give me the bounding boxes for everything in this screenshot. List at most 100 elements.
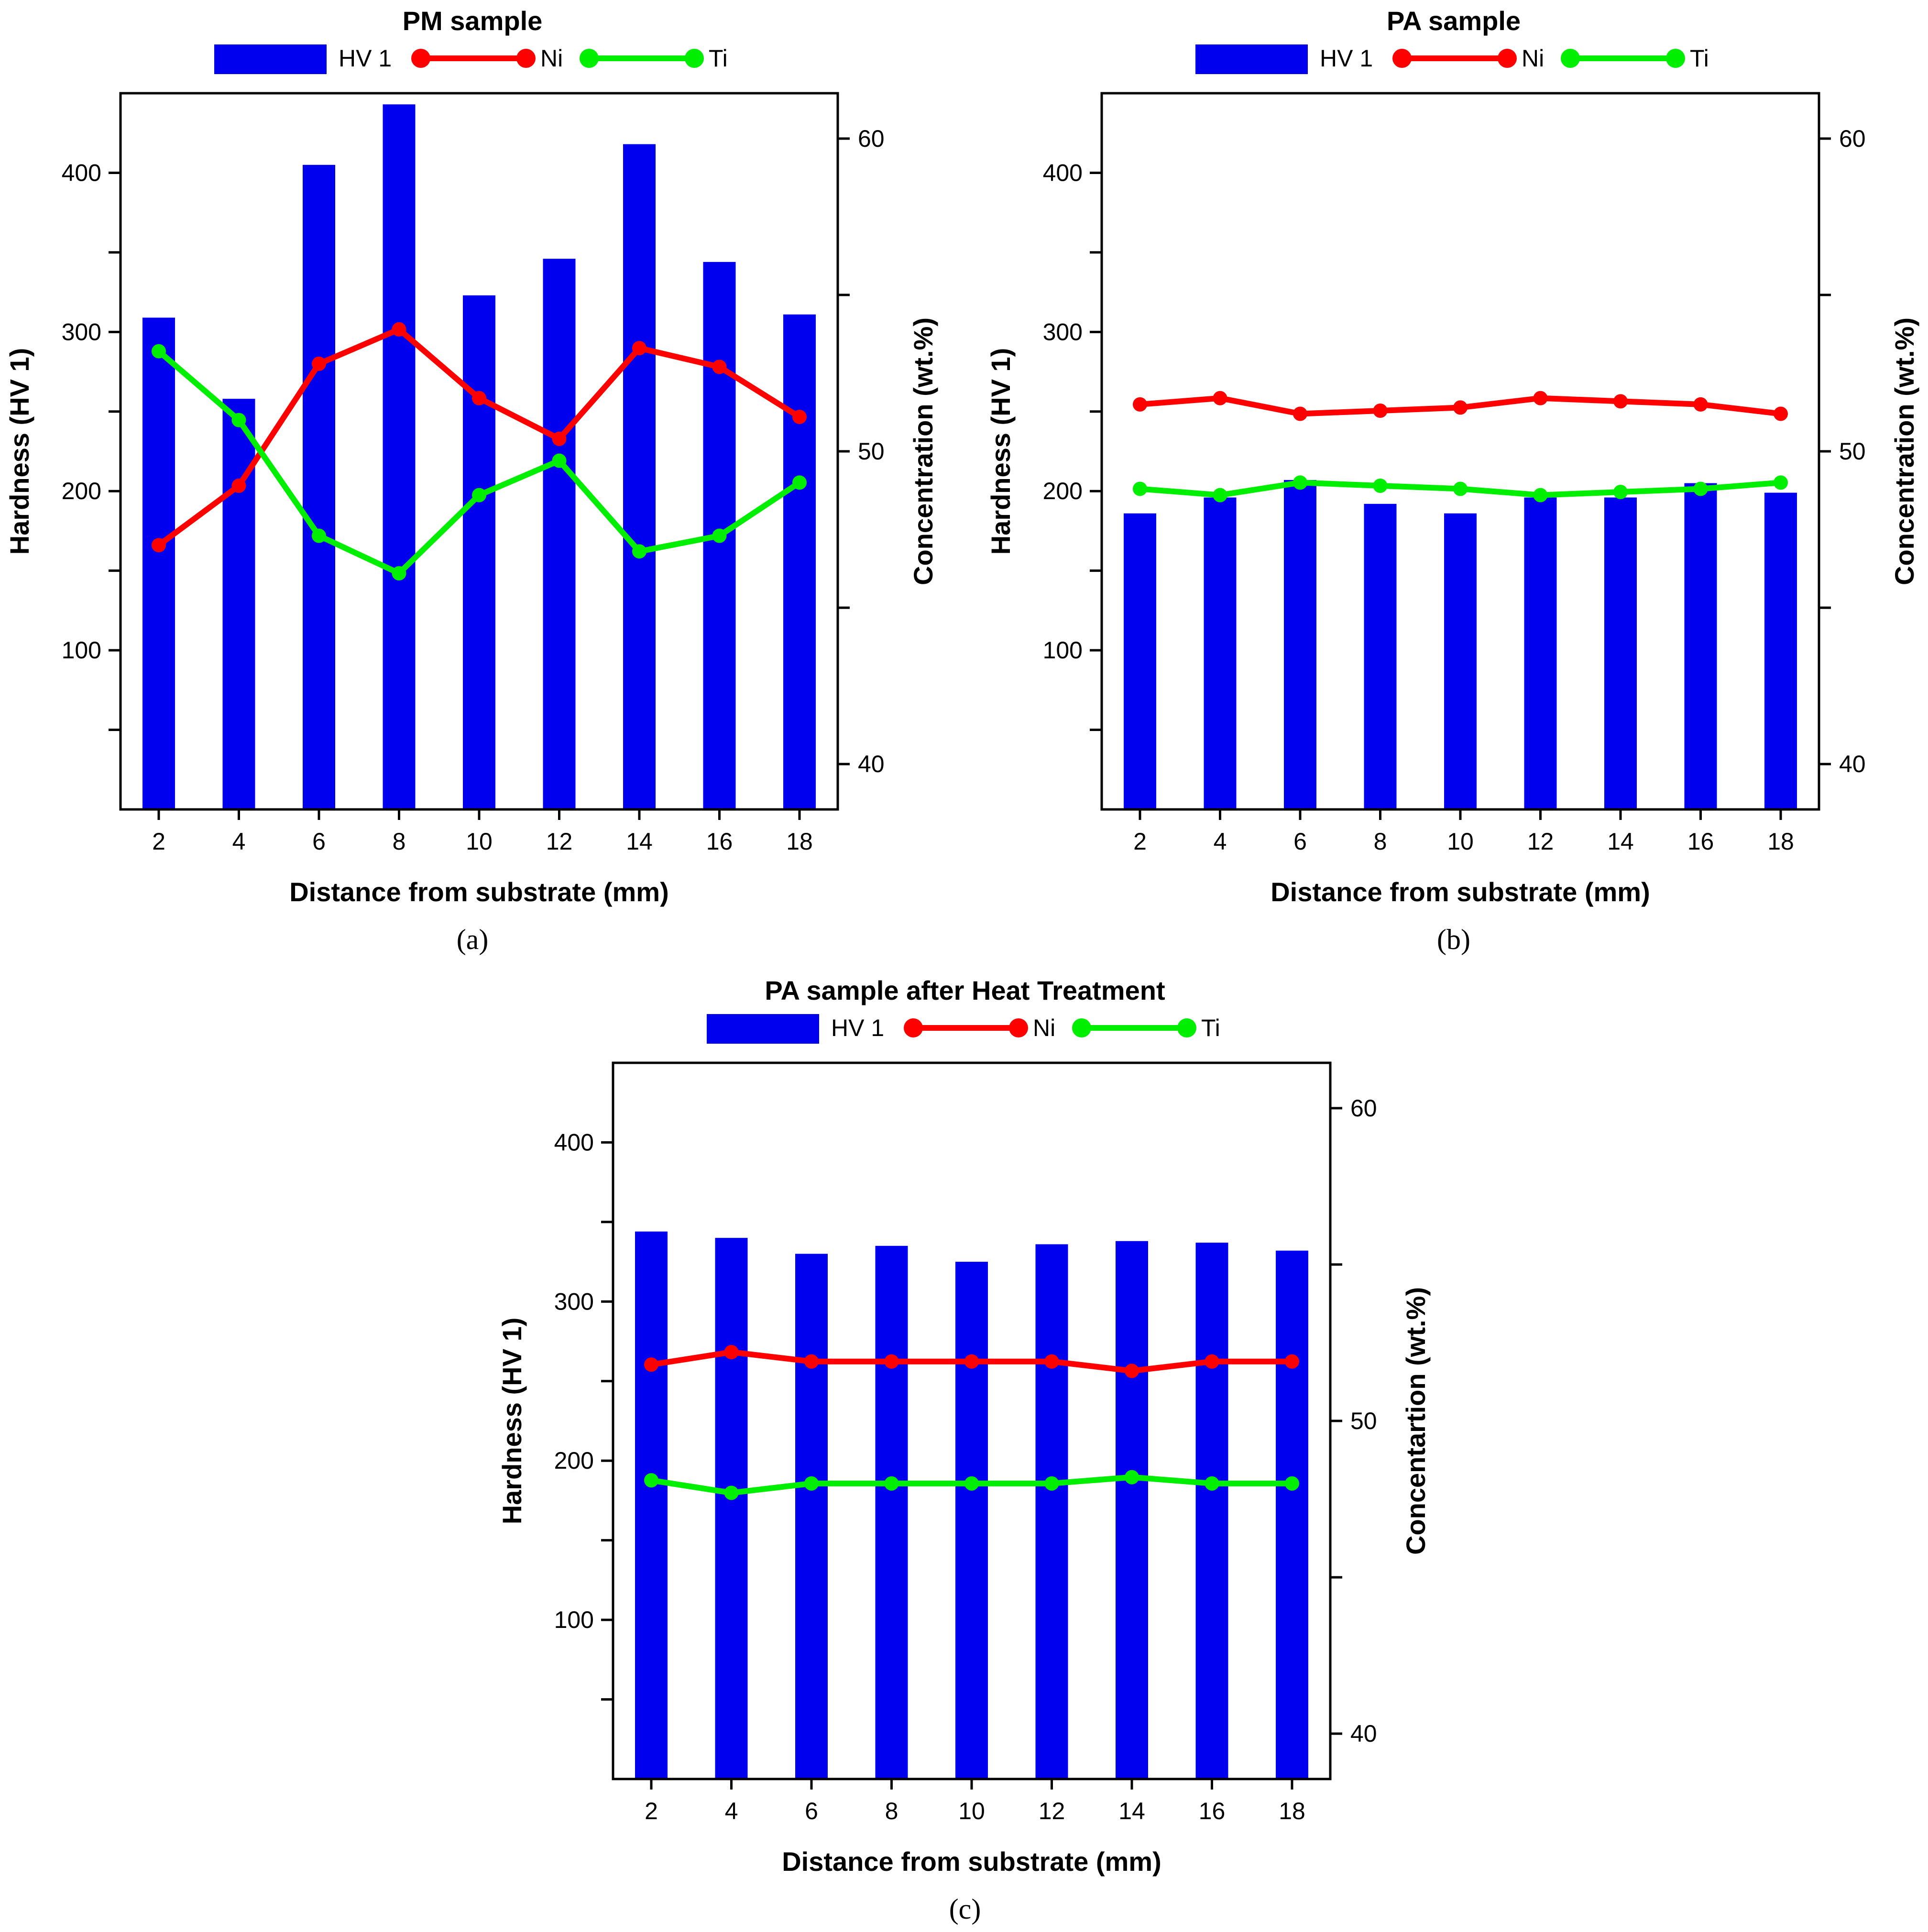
x-tick-label: 2	[645, 1798, 658, 1824]
x-tick-label: 2	[152, 828, 165, 855]
point-ti-6	[804, 1476, 819, 1491]
bar-hv-14	[1604, 497, 1637, 809]
x-tick-label: 6	[805, 1798, 818, 1824]
legend: HV 1 Ni Ti	[707, 1014, 1220, 1044]
bar-hv-14	[623, 144, 656, 810]
y-tick-label: 200	[62, 478, 101, 504]
bar-hv-4	[1204, 497, 1237, 809]
y-tick-label: 300	[1043, 318, 1083, 345]
point-ni-18	[1285, 1354, 1299, 1369]
x-tick-label: 10	[958, 1798, 985, 1824]
y2-axis-title: Concentartion (wt.%)	[1401, 1287, 1431, 1555]
bar-hv-10	[463, 295, 495, 810]
legend-marker-ni-start	[411, 49, 430, 68]
legend-marker-ni-start	[1392, 49, 1412, 68]
point-ni-8	[1373, 403, 1388, 418]
x-tick-label: 8	[885, 1798, 898, 1824]
axes: 2 4 6 8 10 12 14 16 18 100 200 300 400 40 50 60	[554, 1095, 1377, 1824]
point-ni-16	[712, 360, 727, 374]
legend-label-ti: Ti	[709, 45, 728, 72]
legend-label-hv: HV 1	[339, 45, 392, 72]
legend-label-hv: HV 1	[1320, 45, 1373, 72]
point-ti-8	[1373, 478, 1388, 493]
bar-hv-16	[1195, 1243, 1228, 1779]
point-ti-18	[792, 475, 807, 490]
point-ni-2	[152, 538, 166, 553]
x-axis-title: Distance from substrate (mm)	[1271, 877, 1650, 907]
legend-swatch-hv	[1195, 44, 1308, 74]
point-ti-12	[1533, 488, 1548, 502]
legend-swatch-hv	[214, 44, 327, 74]
legend-marker-ti-start	[1072, 1018, 1091, 1037]
chart-panel-a: PM sample HV 1 Ni Ti Distance from subst…	[4, 6, 938, 955]
legend-marker-ni-start	[904, 1018, 923, 1037]
bar-hv-14	[1116, 1241, 1148, 1779]
y2-axis-title: Concentration (wt.%)	[908, 317, 938, 585]
bar-hv-18	[1764, 492, 1797, 809]
bar-hv-12	[543, 259, 576, 809]
point-ti-10	[964, 1476, 979, 1491]
chart-title: PM sample	[403, 6, 543, 36]
bar-hv-8	[875, 1245, 908, 1779]
chart-panel-b: PA sample HV 1 Ni Ti Distance from subst…	[986, 6, 1919, 955]
bar-hv-4	[222, 399, 255, 809]
y-tick-label: 200	[554, 1447, 594, 1474]
legend-label-ti: Ti	[1690, 45, 1709, 72]
x-tick-label: 18	[1767, 828, 1794, 855]
panel-caption: (c)	[949, 1893, 981, 1925]
chart-panel-c: PA sample after Heat Treatment HV 1 Ni T…	[497, 975, 1431, 1925]
point-ti-14	[1125, 1470, 1139, 1484]
bar-hv-8	[1364, 503, 1397, 809]
x-tick-label: 14	[1607, 828, 1634, 855]
point-ni-18	[1774, 406, 1788, 421]
y-tick-label: 300	[554, 1288, 594, 1315]
axes: 2 4 6 8 10 12 14 16 18 100 200 300 400 40 50 60	[62, 125, 885, 855]
x-tick-label: 18	[1279, 1798, 1305, 1824]
y2-tick-label: 50	[858, 438, 885, 465]
chart-title: PA sample	[1387, 6, 1521, 36]
x-tick-label: 6	[1293, 828, 1307, 855]
bar-hv-8	[383, 104, 416, 809]
plot-area	[635, 1231, 1308, 1779]
bar-hv-2	[1124, 513, 1156, 809]
bar-hv-2	[635, 1231, 668, 1779]
bar-hv-6	[303, 164, 335, 809]
point-ti-8	[884, 1476, 899, 1491]
bar-hv-18	[783, 314, 816, 809]
point-ni-12	[1044, 1354, 1059, 1369]
point-ni-14	[1613, 394, 1628, 409]
legend-marker-ti-end	[685, 49, 704, 68]
point-ti-6	[312, 528, 326, 543]
y2-axis-title: Concentration (wt.%)	[1889, 317, 1919, 585]
y2-tick-label: 50	[1839, 438, 1866, 465]
y2-tick-label: 40	[858, 751, 885, 777]
point-ti-10	[1453, 481, 1468, 496]
legend-marker-ti-end	[1177, 1018, 1196, 1037]
y2-tick-label: 60	[858, 125, 885, 152]
y-tick-label: 300	[62, 318, 101, 345]
bar-hv-6	[1284, 480, 1316, 809]
x-tick-label: 18	[786, 828, 813, 855]
x-tick-label: 16	[1687, 828, 1714, 855]
panel-caption: (b)	[1437, 924, 1470, 955]
x-tick-label: 10	[1447, 828, 1474, 855]
point-ni-12	[1533, 391, 1548, 405]
legend-label-ti: Ti	[1201, 1015, 1220, 1041]
y-tick-label: 100	[62, 637, 101, 664]
y-tick-label: 200	[1043, 478, 1083, 504]
x-tick-label: 16	[1199, 1798, 1226, 1824]
point-ni-8	[392, 322, 406, 337]
bar-hv-12	[1035, 1244, 1068, 1779]
x-tick-label: 4	[232, 828, 246, 855]
bar-hv-2	[142, 317, 175, 810]
panel-caption: (a)	[457, 924, 489, 955]
y-axis-title: Hardness (HV 1)	[497, 1318, 527, 1525]
y-axis-title: Hardness (HV 1)	[986, 348, 1016, 555]
x-tick-label: 10	[466, 828, 493, 855]
point-ni-2	[1133, 397, 1147, 412]
point-ni-14	[1125, 1364, 1139, 1378]
legend-label-ni: Ni	[540, 45, 563, 72]
x-tick-label: 8	[1374, 828, 1387, 855]
point-ni-14	[632, 341, 646, 356]
